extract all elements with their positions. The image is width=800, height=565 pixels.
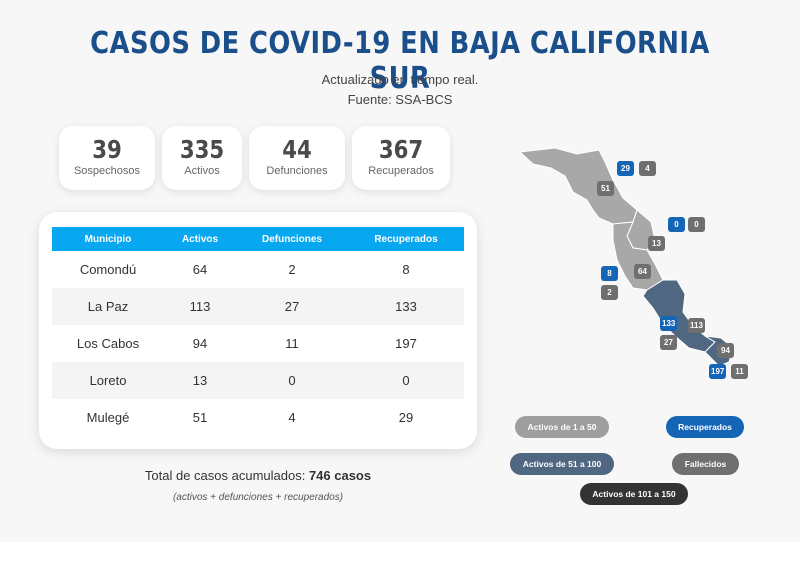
badge-comondu-recuperados: 8	[601, 266, 618, 281]
stat-value: 44	[282, 135, 312, 164]
cell-defunciones: 27	[236, 288, 348, 325]
badge-la-paz-activos: 113	[688, 318, 705, 333]
cell-recuperados: 197	[395, 336, 417, 351]
cell-municipio: Comondú	[79, 262, 137, 277]
badge-los-cabos-activos: 94	[717, 343, 734, 358]
legend-activos-51-100: Activos de 51 a 100	[510, 453, 614, 475]
total-value: 746 casos	[308, 468, 372, 483]
cell-defunciones: 2	[288, 262, 296, 277]
stat-label: Defunciones	[266, 165, 328, 177]
stat-card-recuperados: 367 Recuperados	[352, 126, 450, 190]
cell-activos: 113	[164, 288, 236, 325]
cell-defunciones: 11	[285, 336, 299, 351]
table-row: Mulegé 51 4 29	[52, 399, 464, 436]
table-row: Comondú 64 2 8	[52, 251, 464, 288]
stat-label: Activos	[184, 165, 220, 177]
badge-mulege-activos: 51	[597, 181, 614, 196]
cell-activos: 51	[192, 410, 208, 425]
stat-card-defunciones: 44 Defunciones	[249, 126, 345, 190]
total-label: Total de casos acumulados:	[144, 468, 309, 483]
stat-value: 39	[92, 135, 122, 164]
badge-los-cabos-recuperados: 197	[709, 364, 727, 379]
badge-la-paz-recuperados: 133	[660, 316, 678, 331]
cell-defunciones: 0	[236, 362, 348, 399]
table-header-row: Municipio Activos Defunciones Recuperado…	[52, 227, 464, 251]
cell-defunciones: 4	[288, 410, 296, 425]
municipios-table-card: Municipio Activos Defunciones Recuperado…	[39, 212, 477, 449]
cell-activos: 94	[192, 336, 208, 351]
stat-value: 335	[179, 135, 225, 164]
badge-loreto-defunciones: 0	[688, 217, 705, 232]
badge-comondu-activos: 64	[634, 264, 651, 279]
municipio-mulege[interactable]	[518, 147, 638, 225]
cell-recuperados: 29	[398, 410, 414, 425]
cell-recuperados: 8	[402, 262, 410, 277]
cell-activos: 13	[164, 362, 236, 399]
municipios-table: Municipio Activos Defunciones Recuperado…	[52, 227, 464, 436]
legend-fallecidos: Fallecidos	[672, 453, 739, 475]
badge-la-paz-defunciones: 27	[660, 335, 677, 350]
legend-activos-101-150: Activos de 101 a 150	[580, 483, 688, 505]
cell-recuperados: 133	[348, 288, 464, 325]
update-note: Actualizado en tiempo real.	[321, 72, 479, 87]
cell-municipio: La Paz	[52, 288, 164, 325]
cell-municipio: Loreto	[52, 362, 164, 399]
column-header-recuperados: Recuperados	[348, 227, 464, 251]
legend-recuperados: Recuperados	[666, 416, 744, 438]
table-row: La Paz 113 27 133	[52, 288, 464, 325]
badge-loreto-activos: 13	[648, 236, 665, 251]
cell-activos: 64	[192, 262, 208, 277]
badge-loreto-recuperados: 0	[668, 217, 685, 232]
stat-label: Sospechosos	[73, 165, 141, 177]
legend-activos-1-50: Activos de 1 a 50	[515, 416, 609, 438]
stat-card-sospechosos: 39 Sospechosos	[59, 126, 155, 190]
badge-mulege-defunciones: 4	[639, 161, 656, 176]
total-formula-note: (activos + defunciones + recuperados)	[172, 492, 344, 503]
page-background: CASOS DE COVID-19 EN BAJA CALIFORNIA SUR…	[0, 26, 760, 505]
municipio-la-paz[interactable]	[642, 279, 716, 353]
badge-mulege-recuperados: 29	[617, 161, 634, 176]
bcs-map: 29 4 51 0 0 13 8 64 2 133 113 27 94 197 …	[515, 140, 760, 385]
source-note: Fuente: SSA-BCS	[347, 92, 453, 107]
column-header-activos: Activos	[164, 227, 236, 251]
stat-value: 367	[378, 135, 424, 164]
column-header-defunciones: Defunciones	[236, 227, 348, 251]
total-cases: Total de casos acumulados: 746 casos	[0, 468, 516, 483]
column-header-municipio: Municipio	[52, 227, 164, 251]
page-title: CASOS DE COVID-19 EN BAJA CALIFORNIA SUR	[90, 26, 710, 96]
badge-comondu-defunciones: 2	[601, 285, 618, 300]
badge-los-cabos-defunciones: 11	[731, 364, 748, 379]
table-row: Loreto 13 0 0	[52, 362, 464, 399]
cell-municipio: Los Cabos	[76, 336, 140, 351]
stat-label: Recuperados	[368, 165, 434, 177]
table-row: Los Cabos 94 11 197	[52, 325, 464, 362]
stat-card-activos: 335 Activos	[162, 126, 242, 190]
cell-recuperados: 0	[348, 362, 464, 399]
cell-municipio: Mulegé	[86, 410, 130, 425]
